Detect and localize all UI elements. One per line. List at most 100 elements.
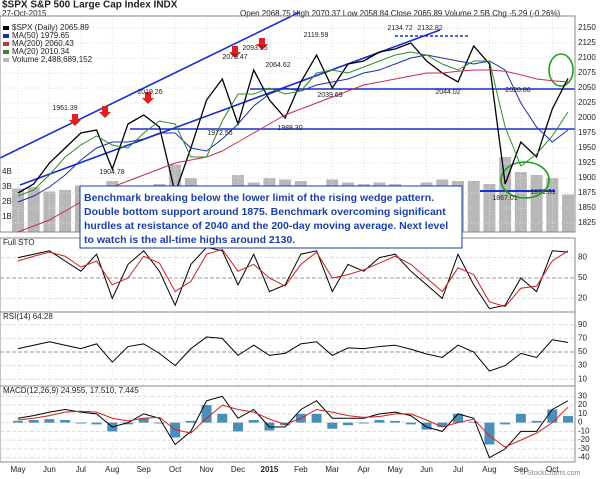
- histogram-bar: [405, 422, 416, 425]
- volume-bar: [27, 187, 40, 232]
- price-label: 2039.69: [317, 92, 342, 99]
- x-tick-label: Nov: [199, 465, 213, 474]
- y-tick-label: -20: [578, 435, 590, 444]
- x-tick-label: Dec: [231, 465, 245, 474]
- arrow: [99, 106, 111, 118]
- arrow: [256, 38, 268, 50]
- price-label: 2079.47: [222, 54, 247, 61]
- y-tick-label: 1850: [578, 203, 596, 212]
- legend-entry: MA(200) 2060.43: [12, 39, 74, 48]
- x-tick-label: Aug: [105, 465, 119, 474]
- y-tick-label: 1825: [578, 218, 596, 227]
- volume-bar: [562, 194, 574, 232]
- quote: Open 2068.75 High 2070.37 Low 2058.84 Cl…: [240, 9, 561, 18]
- legend-entry: MA(20) 2010.34: [12, 47, 70, 56]
- panel-label: Full STO: [3, 238, 34, 247]
- annotation-line: to watch is the all-time highs around 21…: [84, 234, 295, 246]
- price-label: 2064.62: [265, 62, 290, 69]
- y-tick-label: 10: [578, 409, 587, 418]
- price-label: 1961.39: [52, 105, 77, 112]
- y-tick-label: 2000: [578, 113, 596, 122]
- y-tick-label: 2125: [578, 38, 596, 47]
- y-tick-label: 2100: [578, 53, 596, 62]
- y-tick-label: 20: [578, 294, 587, 303]
- y-tick-label: 10: [578, 374, 587, 383]
- y2-tick-label: 4B: [2, 167, 12, 176]
- histogram-bar: [91, 422, 102, 425]
- panel: [0, 385, 576, 463]
- annotation-box: [79, 185, 463, 249]
- y-tick-label: -10: [578, 426, 590, 435]
- y-tick-label: 1875: [578, 188, 596, 197]
- y-tick-label: 1950: [578, 143, 596, 152]
- x-tick-label: Jul: [76, 465, 86, 474]
- histogram-bar: [343, 422, 353, 426]
- histogram-bar: [28, 420, 39, 423]
- y-tick-label: 30: [578, 361, 587, 370]
- legend-swatch: [3, 58, 9, 62]
- x-tick-label: Feb: [294, 465, 308, 474]
- series-line: [17, 246, 569, 310]
- histogram-bar: [563, 416, 573, 423]
- arrow: [229, 46, 241, 58]
- y-tick-label: -30: [578, 444, 590, 453]
- x-tick-label: May: [388, 465, 403, 474]
- histogram-bar: [515, 413, 526, 423]
- price-label: 2132.82: [417, 25, 442, 32]
- series-line: [17, 404, 569, 448]
- y-tick-label: 50: [578, 347, 587, 356]
- histogram-bar: [531, 420, 542, 423]
- legend-entry: MA(50) 1979.65: [12, 31, 70, 40]
- histogram-bar: [233, 422, 243, 432]
- series-line: [17, 42, 569, 196]
- price-label: 2119.59: [304, 32, 329, 39]
- histogram-bar: [201, 405, 212, 423]
- x-tick-label: Oct: [546, 465, 559, 474]
- y-tick-label: 1900: [578, 173, 596, 182]
- histogram-bar: [484, 422, 495, 445]
- legend-entry: $SPX (Daily) 2065.89: [12, 23, 89, 32]
- annotation: Benchmark breaking below the lower limit…: [79, 185, 463, 249]
- histogram-bar: [421, 422, 432, 430]
- x-tick-label: Jun: [43, 465, 56, 474]
- histogram-bar: [453, 413, 463, 423]
- panel-label: RSI(14) 64.28: [3, 312, 53, 321]
- y-tick-label: 30: [578, 391, 587, 400]
- histogram-bar: [248, 420, 259, 423]
- y-tick-label: 1925: [578, 158, 596, 167]
- price-label: 1871.31: [530, 189, 555, 196]
- x-tick-label: May: [10, 465, 25, 474]
- arrows: [69, 38, 268, 126]
- circle: [548, 53, 574, 87]
- price-label: 2020.86: [505, 87, 530, 94]
- y-tick-label: 2150: [578, 23, 596, 32]
- series-line: [17, 248, 569, 308]
- y2-tick-label: 1B: [2, 212, 12, 221]
- histogram-bar: [154, 422, 165, 424]
- y-tick-label: 90: [578, 320, 587, 329]
- chart-title: $SPX S&P 500 Large Cap Index INDX: [2, 0, 178, 11]
- histogram-bar: [311, 413, 322, 423]
- legend-entry: Volume 2,488,689,152: [12, 55, 93, 64]
- x-tick-label: Sep: [137, 465, 152, 474]
- annotation-line: Benchmark breaking below the lower limit…: [84, 192, 434, 204]
- y-tick-label: -40: [578, 453, 590, 462]
- volume-bar: [12, 188, 24, 232]
- price-label: 2019.26: [137, 89, 162, 96]
- histogram-bar: [13, 420, 23, 423]
- annotation-line: Double bottom support around 1875. Bench…: [84, 206, 446, 218]
- x-tick-label: 2015: [261, 465, 279, 474]
- y-tick-label: 0: [578, 418, 583, 427]
- y-tick-label: 2025: [578, 98, 596, 107]
- y2-tick-label: 2B: [2, 197, 12, 206]
- histogram-bar: [547, 409, 558, 423]
- x-tick-label: Aug: [482, 465, 496, 474]
- price-label: 1988.30: [277, 125, 302, 132]
- histogram-bar: [468, 421, 479, 423]
- price-label: 2093.55: [242, 45, 267, 52]
- x-tick-label: Jul: [453, 465, 463, 474]
- histogram-bar: [358, 422, 369, 424]
- histogram-bar: [75, 422, 86, 424]
- x-tick-label: Oct: [169, 465, 182, 474]
